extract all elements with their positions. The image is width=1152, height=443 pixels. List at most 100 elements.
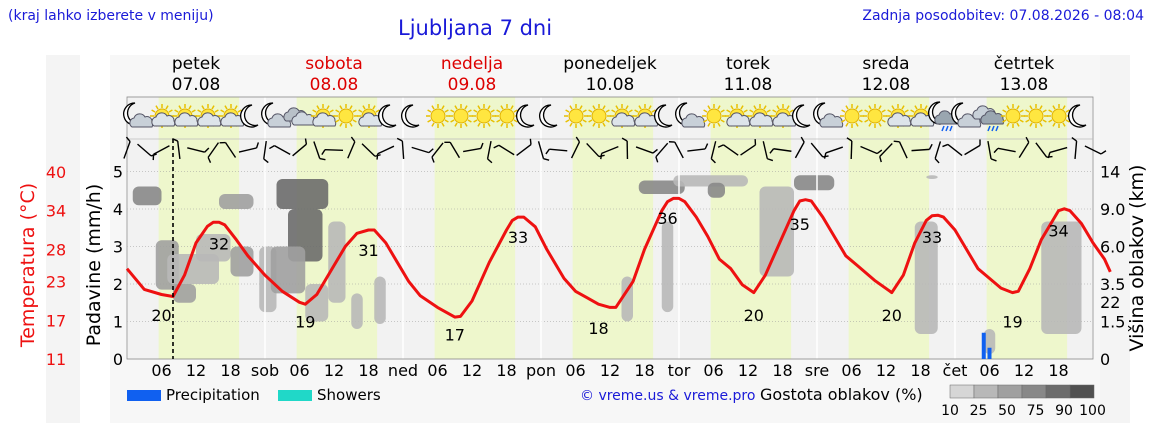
sun-ray [431,122,435,127]
wind-barb [668,141,684,159]
temperature-tick-label: 34 [46,202,66,221]
cloud-density-level-label: 100 [1079,403,1106,419]
x-tick-hour-label: 06 [703,361,723,380]
wind-barb [934,141,942,164]
sun-ray [1016,122,1020,127]
sun-ray [602,105,606,110]
temperature-data-label: 32 [209,235,229,254]
sun-ray [339,105,343,110]
temperature-data-label: 31 [358,241,378,260]
wind-barb-shaft [987,141,992,159]
cloud-shape [174,112,199,127]
wind-barb-feather [529,138,532,145]
sun-cloud-icon [748,104,774,128]
sun-ray [845,122,849,127]
moon-crescent [378,104,397,128]
sun-ray [441,122,445,127]
sun-icon [495,104,519,128]
wind-barb-shaft [137,143,152,157]
sun-icon [702,104,726,128]
wind-barb-shaft [313,141,321,159]
x-tick-hour-label: 18 [496,361,516,380]
cloud-cover-block [173,284,196,303]
x-tick-hour-label: 06 [841,361,861,380]
sun-icon [472,104,496,128]
wind-barb-shaft [153,145,170,155]
cloud-density-swatch [1045,384,1071,399]
cloud-density-level-label: 75 [1027,403,1045,419]
x-tick-hour-label: 18 [634,361,654,380]
rain-drop [991,125,995,132]
precipitation-bar [981,332,986,359]
sun-ray [500,122,504,127]
wind-barb-shaft [655,142,669,158]
sun-ray [487,105,491,110]
wind-barb-feather [172,138,178,142]
sun-ray [1052,122,1056,127]
cloud-shape [749,112,774,127]
cloud-cover-block [759,186,794,277]
sun-ray [490,109,495,113]
cloud-cover-block [983,329,996,354]
sun-cloud-icon [357,104,383,128]
sun-ray [743,109,748,113]
cloud-cover-block [196,234,231,262]
sun-ray [625,105,629,110]
sun-icon [840,104,864,128]
cloud-density-swatch [1069,384,1095,399]
location-hint[interactable]: (kraj lahko izberete v meniju) [8,8,214,24]
cloud-cover-block [661,221,674,313]
sun-ray [749,109,754,113]
wind-barb-shaft [1084,145,1102,155]
sun-ray [490,119,495,123]
wind-barb-feather [487,158,493,164]
x-tick-hour-label: 12 [600,361,620,380]
wind-barb-shaft [238,147,257,153]
sun-ray [569,122,573,127]
sun-ray [188,105,192,110]
cloud-cover-block [270,246,306,294]
sun-ray [881,119,886,123]
wind-barb-feather [600,153,603,160]
wind-barb [321,148,344,155]
wind-barb-feather [990,158,997,162]
precipitation-legend-label: Precipitation [166,386,260,404]
temperature-data-label: 36 [657,209,677,228]
sun-ray [858,109,863,113]
x-tick-day-label: sob [251,361,279,380]
sun-disc [476,108,492,124]
sun-ray [444,119,449,123]
x-tick-day-label: čet [943,361,968,380]
copyright-link[interactable]: © vreme.us & vreme.pro [580,388,756,404]
temperature-line [125,196,1112,319]
wind-barb-feather [1025,136,1030,143]
wind-barb-shaft [687,148,706,152]
cloud-cover-block [1041,221,1082,334]
precipitation-tick-label: 5 [113,163,123,182]
x-tick-day-label: pon [526,361,556,380]
wind-barb [621,137,629,160]
cloud-height-tick-label: 9.0 [1100,200,1125,219]
sun-icon [587,104,611,128]
wind-barb-feather [934,158,940,164]
x-tick-hour-label: 06 [979,361,999,380]
wind-barb-shaft [635,146,654,154]
sun-ray [335,109,340,113]
cloud-cover-block [638,180,685,194]
sun-ray [1019,109,1024,113]
cloud-density-level-label: 25 [970,403,988,419]
sun-ray [1048,119,1053,123]
wind-barb-shaft [947,143,963,157]
wind-barb-shaft [586,142,600,158]
wind-barb-shaft [674,141,684,159]
sun-ray [789,109,794,113]
sun-ray [720,119,725,123]
sun-ray [1019,119,1024,123]
sun-ray [868,105,872,110]
wind-barb-shaft [1018,141,1030,159]
sun-cloud-icon [886,104,912,128]
wind-barb-feather [321,149,326,155]
x-tick-hour-label: 06 [289,361,309,380]
wind-barb-feather [893,140,900,143]
wind-barb-shaft [347,141,356,159]
